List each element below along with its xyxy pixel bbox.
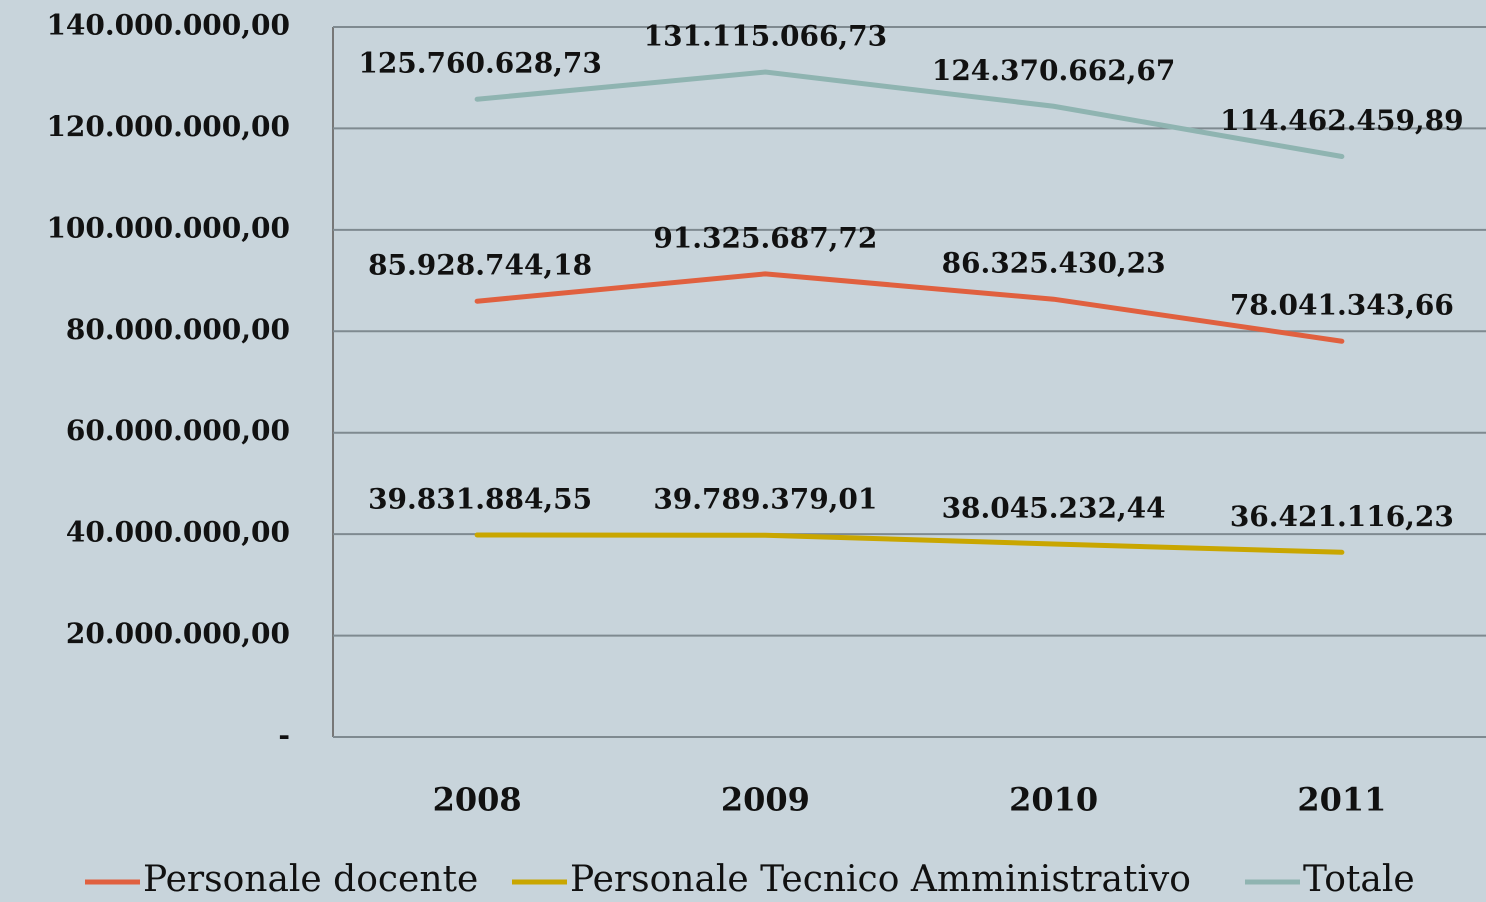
data-label: 39.789.379,01	[653, 483, 877, 516]
y-tick-label: 100.000.000,00	[46, 211, 290, 244]
y-tick-label: 80.000.000,00	[66, 313, 290, 346]
x-tick-label: 2009	[721, 781, 810, 819]
data-label: 39.831.884,55	[368, 482, 592, 515]
series-line	[474, 271, 1345, 344]
legend-label: Personale docente	[143, 859, 478, 900]
data-label: 86.325.430,23	[942, 247, 1166, 280]
y-tick-label: -	[278, 719, 290, 752]
series-line	[474, 69, 1345, 160]
data-label: 85.928.744,18	[368, 249, 592, 282]
series-line	[474, 532, 1345, 555]
x-tick-label: 2011	[1297, 781, 1386, 819]
legend-label: Personale Tecnico Amministrativo	[570, 859, 1191, 900]
data-label: 131.115.066,73	[644, 20, 888, 53]
data-label: 78.041.343,66	[1230, 289, 1454, 322]
y-tick-label: 20.000.000,00	[66, 617, 290, 650]
data-label: 125.760.628,73	[358, 47, 602, 80]
data-label: 36.421.116,23	[1230, 500, 1454, 533]
data-label: 91.325.687,72	[653, 221, 877, 254]
legend-label: Totale	[1303, 859, 1415, 900]
data-label: 38.045.232,44	[942, 492, 1166, 525]
y-tick-label: 120.000.000,00	[46, 110, 290, 143]
y-tick-label: 40.000.000,00	[66, 516, 290, 549]
y-tick-label: 140.000.000,00	[46, 9, 290, 42]
y-tick-label: 60.000.000,00	[66, 414, 290, 447]
x-tick-label: 2008	[433, 781, 522, 819]
data-label: 114.462.459,89	[1220, 104, 1464, 137]
data-label: 124.370.662,67	[932, 54, 1176, 87]
x-tick-label: 2010	[1009, 781, 1098, 819]
